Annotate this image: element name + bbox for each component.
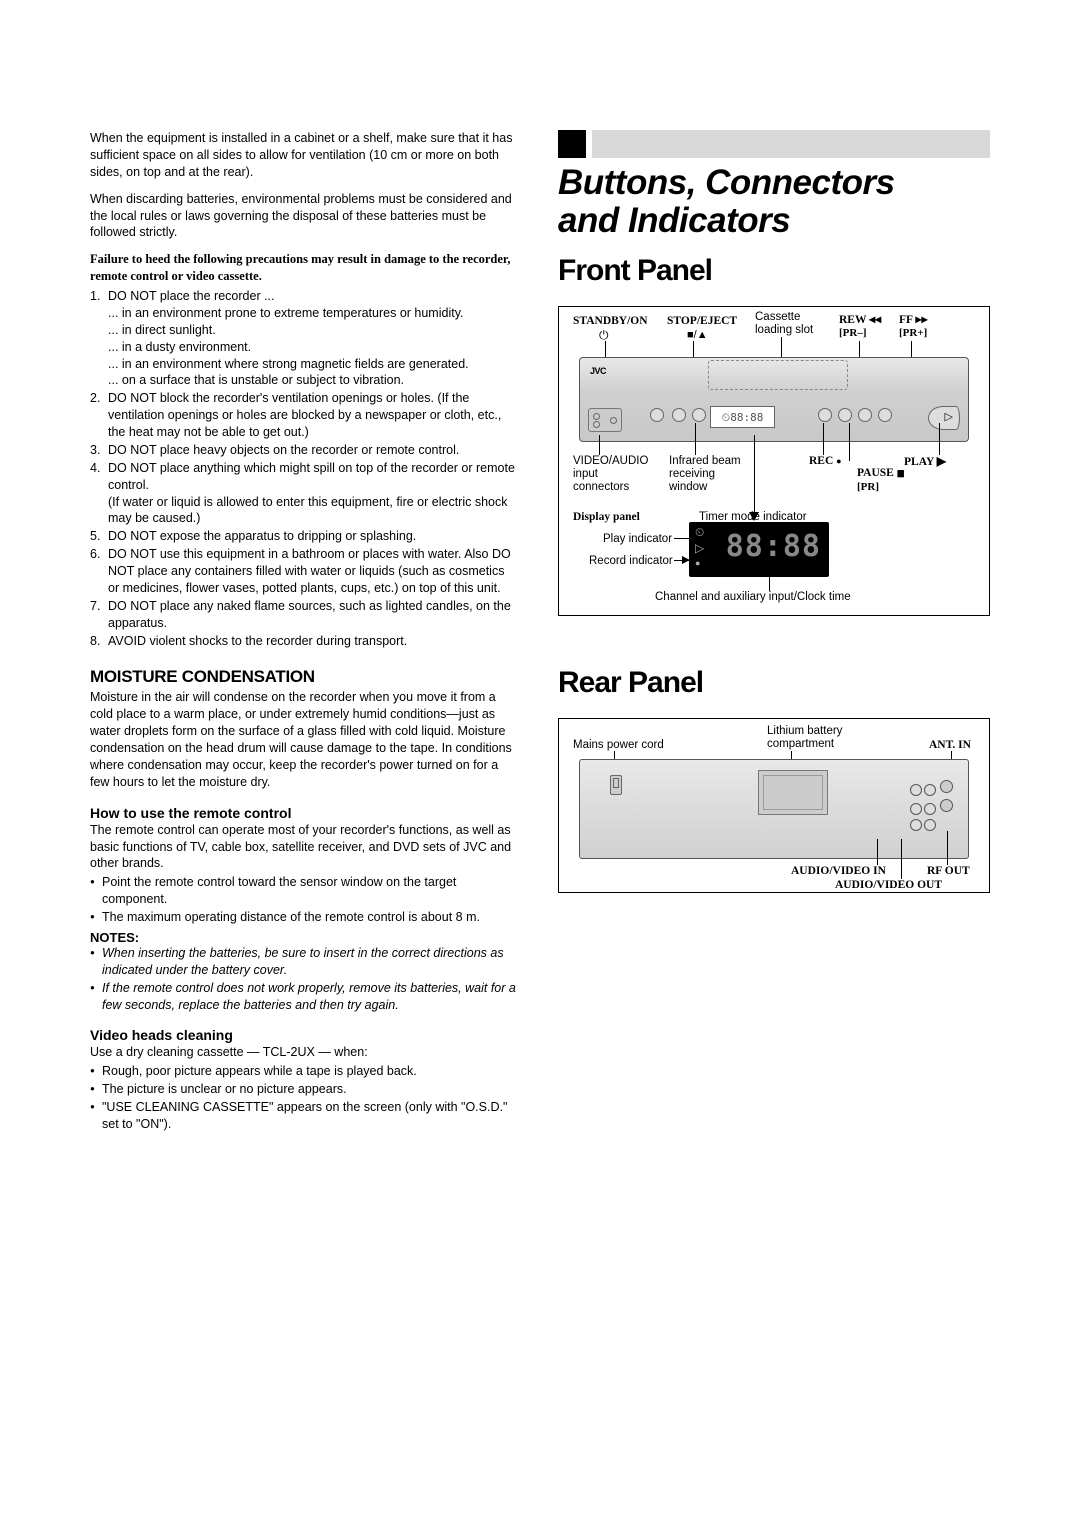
rec-label: REC ● bbox=[809, 455, 842, 468]
prec-8: AVOID violent shocks to the recorder dur… bbox=[108, 633, 518, 650]
note-2: If the remote control does not work prop… bbox=[102, 980, 518, 1014]
clean-bullet-3: "USE CLEANING CASSETTE" appears on the s… bbox=[102, 1099, 518, 1133]
main-title: Buttons, Connectors and Indicators bbox=[558, 164, 990, 240]
prec-7: DO NOT place any naked flame sources, su… bbox=[108, 598, 518, 632]
va-input-label: VIDEO/AUDIOinputconnectors bbox=[573, 455, 648, 495]
rec-button bbox=[818, 408, 832, 422]
play-ind-icon: ▷ bbox=[695, 542, 704, 556]
rew-button bbox=[858, 408, 872, 422]
av-input-panel bbox=[588, 408, 622, 432]
prec-2: DO NOT block the recorder's ventilation … bbox=[108, 390, 518, 441]
power-icon: ⏻ bbox=[599, 329, 609, 343]
play-label: PLAY ▶ bbox=[904, 455, 946, 469]
rear-panel-heading: Rear Panel bbox=[558, 666, 990, 700]
mains-label: Mains power cord bbox=[573, 739, 664, 752]
right-column: Buttons, Connectors and Indicators Front… bbox=[558, 130, 990, 1134]
avin-label: AUDIO/VIDEO IN bbox=[791, 865, 886, 878]
avout-label: AUDIO/VIDEO OUT bbox=[835, 879, 942, 892]
standby-label: STANDBY/ON bbox=[573, 315, 648, 328]
vcr-display: ⏲88:88 bbox=[710, 406, 775, 428]
prec-4: DO NOT place anything which might spill … bbox=[108, 460, 518, 528]
ir-label: Infrared beamreceivingwindow bbox=[669, 455, 741, 495]
prec-1: DO NOT place the recorder ... ... in an … bbox=[108, 288, 518, 389]
main-title-l2: and Indicators bbox=[558, 201, 790, 240]
pause-label: PAUSE ▮▮ bbox=[857, 467, 903, 480]
antin-label: ANT. IN bbox=[929, 739, 971, 752]
timer-icon: ⏲ bbox=[695, 526, 704, 540]
remote-bullet-1: Point the remote control toward the sens… bbox=[102, 874, 518, 908]
rec-ind-icon: ● bbox=[695, 558, 700, 568]
rew-label: REW ◂◂ bbox=[839, 313, 881, 327]
prec-6: DO NOT use this equipment in a bathroom … bbox=[108, 546, 518, 597]
ir-window bbox=[692, 408, 706, 422]
stop-eject-button bbox=[672, 408, 686, 422]
prec-5: DO NOT expose the apparatus to dripping … bbox=[108, 528, 518, 545]
ff-button bbox=[878, 408, 892, 422]
vcr-body: JVC ⏲88:88 ▷ bbox=[579, 357, 969, 442]
cassette-door bbox=[708, 360, 848, 390]
cleaning-heading: Video heads cleaning bbox=[90, 1027, 518, 1043]
cleaning-bullets: Rough, poor picture appears while a tape… bbox=[90, 1063, 518, 1133]
para-batteries: When discarding batteries, environmental… bbox=[90, 191, 518, 242]
notes-heading: NOTES: bbox=[90, 930, 518, 945]
main-title-l1: Buttons, Connectors bbox=[558, 163, 895, 202]
title-block: Buttons, Connectors and Indicators bbox=[558, 130, 990, 240]
standby-button bbox=[650, 408, 664, 422]
play-ind-label: Play indicator bbox=[603, 533, 672, 546]
remote-heading: How to use the remote control bbox=[90, 805, 518, 821]
pr-plus-label: [PR+] bbox=[899, 327, 927, 340]
remote-bullet-2: The maximum operating distance of the re… bbox=[102, 909, 518, 926]
prec-3: DO NOT place heavy objects on the record… bbox=[108, 442, 518, 459]
record-ind-label: Record indicator bbox=[589, 555, 673, 568]
cleaning-para: Use a dry cleaning cassette — TCL-2UX — … bbox=[90, 1044, 518, 1061]
notes-bullets: When inserting the batteries, be sure to… bbox=[90, 945, 518, 1014]
stopeject-label: STOP/EJECT bbox=[667, 315, 737, 328]
front-panel-heading: Front Panel bbox=[558, 254, 990, 288]
mains-cord bbox=[610, 775, 622, 795]
rfout-label: RF OUT bbox=[927, 865, 970, 878]
title-grey-bar bbox=[592, 130, 990, 158]
title-square-icon bbox=[558, 130, 586, 158]
stop-eject-icon: ■/▲ bbox=[687, 329, 708, 342]
rear-panel-diagram: Mains power cord Lithium batterycompartm… bbox=[558, 718, 990, 893]
ff-label: FF ▸▸ bbox=[899, 313, 928, 327]
display-digits: 88:88 bbox=[726, 530, 821, 565]
front-panel-diagram: STANDBY/ON STOP/EJECT Cassetteloading sl… bbox=[558, 306, 990, 616]
remote-para: The remote control can operate most of y… bbox=[90, 822, 518, 873]
battery-compartment bbox=[758, 770, 828, 815]
display-panel-graphic: ⏲ ▷ ● 88:88 bbox=[689, 522, 829, 577]
left-column: When the equipment is installed in a cab… bbox=[90, 130, 518, 1134]
moisture-heading: MOISTURE CONDENSATION bbox=[90, 667, 518, 687]
note-1: When inserting the batteries, be sure to… bbox=[102, 945, 518, 979]
pr-label: [PR] bbox=[857, 481, 879, 494]
pause-button bbox=[838, 408, 852, 422]
title-bar bbox=[558, 130, 990, 158]
remote-bullets: Point the remote control toward the sens… bbox=[90, 874, 518, 926]
cassette-label: Cassetteloading slot bbox=[755, 311, 813, 337]
clean-bullet-1: Rough, poor picture appears while a tape… bbox=[102, 1063, 518, 1080]
connector-group bbox=[865, 780, 953, 840]
precaution-list: DO NOT place the recorder ... ... in an … bbox=[90, 288, 518, 649]
ch-clock-label: Channel and auxiliary input/Clock time bbox=[655, 591, 851, 604]
pr-minus-label: [PR–] bbox=[839, 327, 867, 340]
warning-para: Failure to heed the following precaution… bbox=[90, 251, 518, 285]
clean-bullet-2: The picture is unclear or no picture app… bbox=[102, 1081, 518, 1098]
moisture-para: Moisture in the air will condense on the… bbox=[90, 689, 518, 790]
para-ventilation: When the equipment is installed in a cab… bbox=[90, 130, 518, 181]
play-button: ▷ bbox=[928, 406, 960, 430]
display-panel-label: Display panel bbox=[573, 511, 640, 524]
rear-body bbox=[579, 759, 969, 859]
jvc-logo: JVC bbox=[590, 366, 606, 376]
battery-label: Lithium batterycompartment bbox=[767, 725, 842, 751]
